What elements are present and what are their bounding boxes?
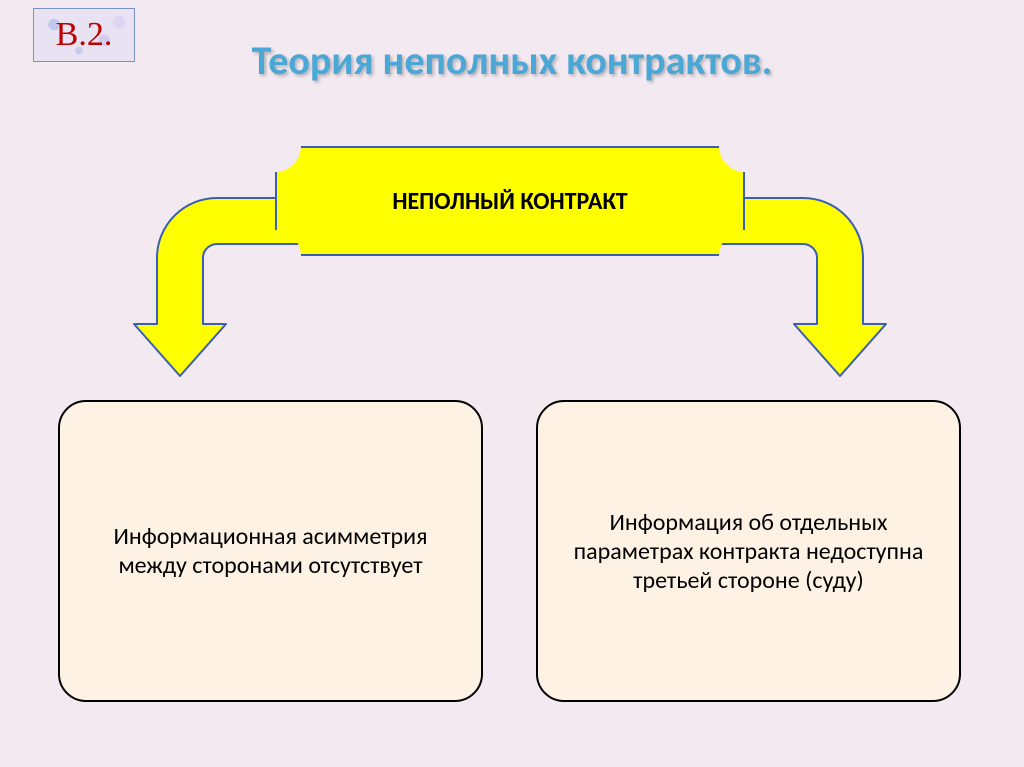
bottom-box-left-text: Информационная асимметрия между сторонам… bbox=[80, 522, 461, 580]
center-box: НЕПОЛНЫЙ КОНТРАКТ bbox=[275, 146, 745, 256]
bottom-box-left: Информационная асимметрия между сторонам… bbox=[58, 400, 483, 702]
page-title: Теория неполных контрактов. bbox=[0, 36, 1024, 85]
center-box-label: НЕПОЛНЫЙ КОНТРАКТ bbox=[392, 187, 627, 216]
bottom-box-right-text: Информация об отдельных параметрах контр… bbox=[558, 508, 939, 595]
bottom-box-right: Информация об отдельных параметрах контр… bbox=[536, 400, 961, 702]
